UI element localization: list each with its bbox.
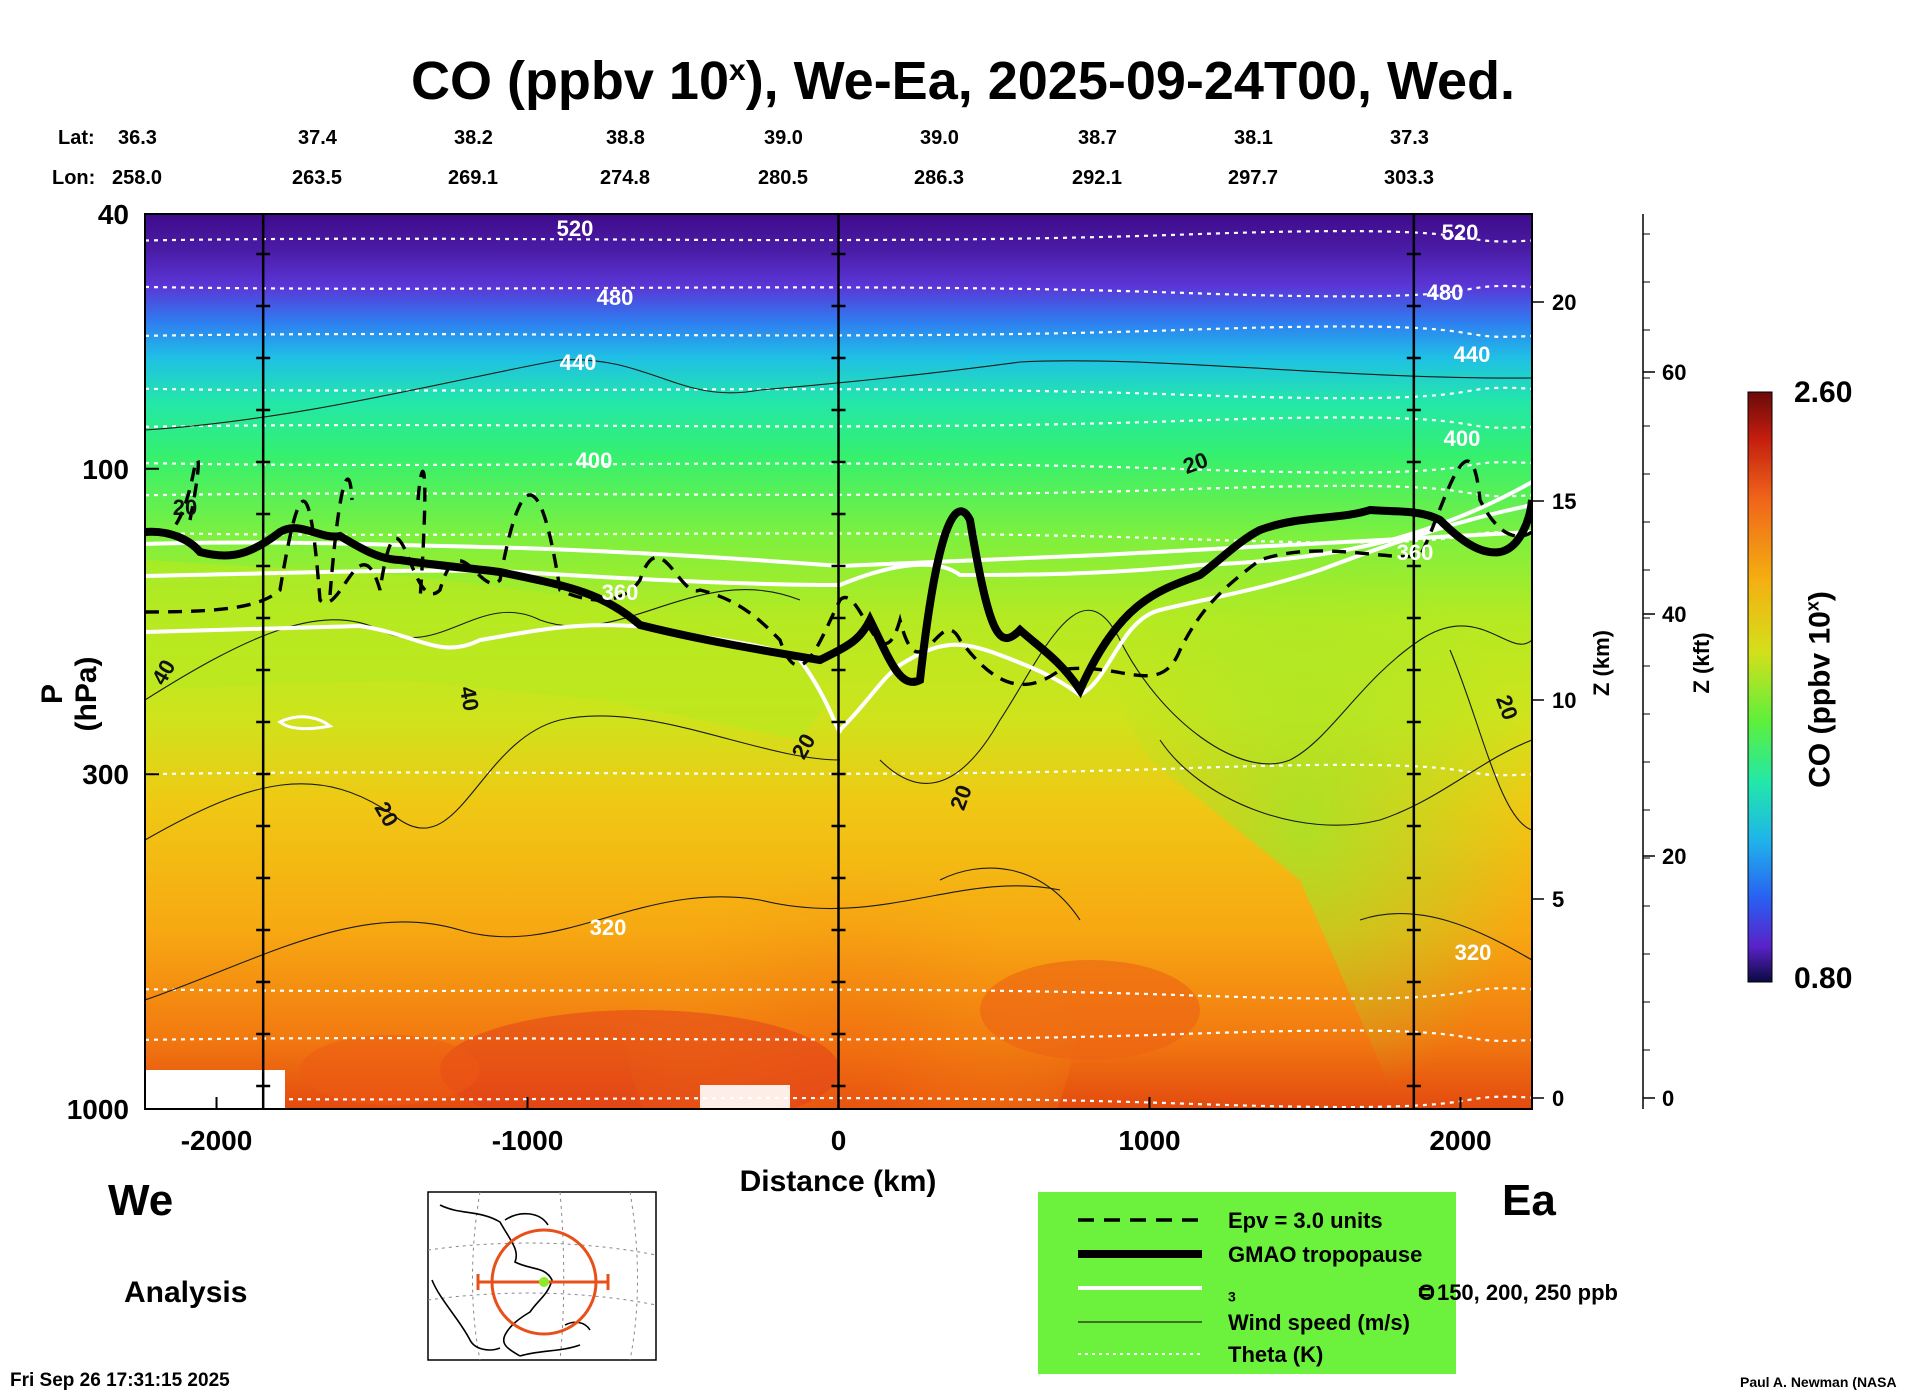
- z-kft-tick-label: 40: [1662, 602, 1686, 627]
- z-km-tick-label: 10: [1552, 688, 1576, 713]
- theta-line: [145, 1095, 1532, 1109]
- theta-line: [145, 416, 1532, 429]
- theta-label: 360: [602, 580, 639, 605]
- theta-line: [145, 484, 1532, 498]
- lon-value: 297.7: [1228, 167, 1279, 189]
- lon-value: 258.0: [112, 167, 163, 189]
- z-km-tick-label: 15: [1552, 489, 1576, 514]
- theta-label: 440: [560, 350, 597, 375]
- y-tick-label: 1000: [67, 1094, 129, 1125]
- lon-value: 274.8: [600, 167, 651, 189]
- z-km-axis: 0 5 10 15 20: [1532, 290, 1576, 1111]
- lat-value: 39.0: [920, 127, 959, 149]
- lat-value: 38.7: [1078, 127, 1117, 149]
- x-tick-label: -1000: [492, 1125, 564, 1156]
- x-axis: -2000 -1000 0 1000 2000: [181, 1097, 1492, 1156]
- x-tick-label: 0: [831, 1125, 847, 1156]
- wind-label: 40: [455, 684, 484, 712]
- theta-line: [145, 229, 1532, 243]
- location-map: [427, 1191, 657, 1361]
- z-kft-tick-label: 20: [1662, 844, 1686, 869]
- east-label: Ea: [1502, 1176, 1556, 1225]
- theta-label: 520: [557, 216, 594, 241]
- colorbar: [1747, 391, 1773, 983]
- lat-value: 39.0: [764, 127, 803, 149]
- theta-line: [145, 325, 1532, 338]
- lat-label: Lat:: [58, 127, 95, 149]
- theta-line: [145, 386, 1532, 400]
- z-kft-tick-label: 0: [1662, 1086, 1674, 1111]
- lon-value: 292.1: [1072, 167, 1123, 189]
- y-tick-label: 40: [98, 199, 129, 230]
- lon-value: 280.5: [758, 167, 809, 189]
- legend-wind: Wind speed (m/s): [1078, 1310, 1410, 1335]
- lat-value: 38.2: [454, 127, 493, 149]
- colorbar-label: CO (ppbv 10x): [1802, 591, 1837, 788]
- lon-value: 263.5: [292, 167, 343, 189]
- x-axis-label: Distance (km): [739, 1165, 937, 1198]
- z-kft-tick-label: 60: [1662, 360, 1686, 385]
- lon-value: 303.3: [1384, 167, 1435, 189]
- lat-value: 36.3: [118, 127, 157, 149]
- theta-label: 520: [1442, 220, 1479, 245]
- theta-contours: [145, 229, 1532, 1109]
- theta-label: 480: [1427, 280, 1464, 305]
- theta-label: 320: [1455, 940, 1492, 965]
- y-tick-label: 100: [82, 454, 129, 485]
- z-km-tick-label: 5: [1552, 887, 1564, 912]
- tropopause-line: [145, 499, 1532, 699]
- y-axis-label: P (hPa): [36, 656, 103, 732]
- contour-labels: 520 480 440 400 360 320 520 480 440 400 360 320 20 40…: [147, 216, 1523, 965]
- theta-line: [145, 987, 1532, 1000]
- y-axis: 40 100 300 1000: [67, 199, 159, 1125]
- legend-theta: Theta (K): [1078, 1342, 1324, 1367]
- wind-label: 20: [173, 495, 197, 520]
- colorbar-max: 2.60: [1794, 376, 1853, 409]
- colorbar-min: 0.80: [1794, 962, 1853, 995]
- below-ground-mask: [145, 1070, 285, 1109]
- wind-contours: [145, 359, 1532, 1001]
- lat-value: 37.3: [1390, 127, 1429, 149]
- theta-label: 400: [1444, 426, 1481, 451]
- legend-epv: Epv = 3.0 units: [1078, 1208, 1383, 1233]
- credit: Paul A. Newman (NASA: [1740, 1374, 1897, 1390]
- theta-label: 360: [1397, 540, 1434, 565]
- z-km-tick-label: 0: [1552, 1086, 1564, 1111]
- west-label: We: [108, 1176, 174, 1225]
- legend-tropopause: GMAO tropopause: [1078, 1242, 1423, 1267]
- x-tick-label: 1000: [1118, 1125, 1180, 1156]
- z-km-label: Z (km): [1589, 630, 1614, 696]
- reference-verticals: [256, 214, 1421, 1109]
- timestamp: Fri Sep 26 17:31:15 2025: [10, 1370, 230, 1391]
- z-kft-label: Z (kft): [1689, 632, 1714, 694]
- lat-value: 38.1: [1234, 127, 1273, 149]
- theta-label: 480: [597, 285, 634, 310]
- lat-value: 38.8: [606, 127, 645, 149]
- theta-line: [145, 1029, 1532, 1042]
- epv-contour: [145, 458, 1532, 687]
- theta-label: 440: [1454, 342, 1491, 367]
- chart-title: CO (ppbv 10x), We-Ea, 2025-09-24T00, Wed…: [410, 51, 1516, 111]
- theta-line: [145, 284, 1532, 298]
- lon-label: Lon:: [52, 167, 96, 189]
- analysis-label: Analysis: [124, 1276, 248, 1309]
- theta-line: [145, 763, 1532, 777]
- z-kft-axis: 0 20 40 60: [1642, 214, 1686, 1111]
- lon-value: 286.3: [914, 167, 965, 189]
- theta-label: 400: [576, 448, 613, 473]
- y-tick-label: 300: [82, 759, 129, 790]
- theta-line: [145, 530, 1532, 544]
- lat-value: 37.4: [298, 127, 337, 149]
- theta-label: 320: [590, 915, 627, 940]
- theta-line: [145, 461, 1532, 474]
- x-tick-label: 2000: [1429, 1125, 1491, 1156]
- x-tick-label: -2000: [181, 1125, 253, 1156]
- z-km-tick-label: 20: [1552, 290, 1576, 315]
- lon-value: 269.1: [448, 167, 499, 189]
